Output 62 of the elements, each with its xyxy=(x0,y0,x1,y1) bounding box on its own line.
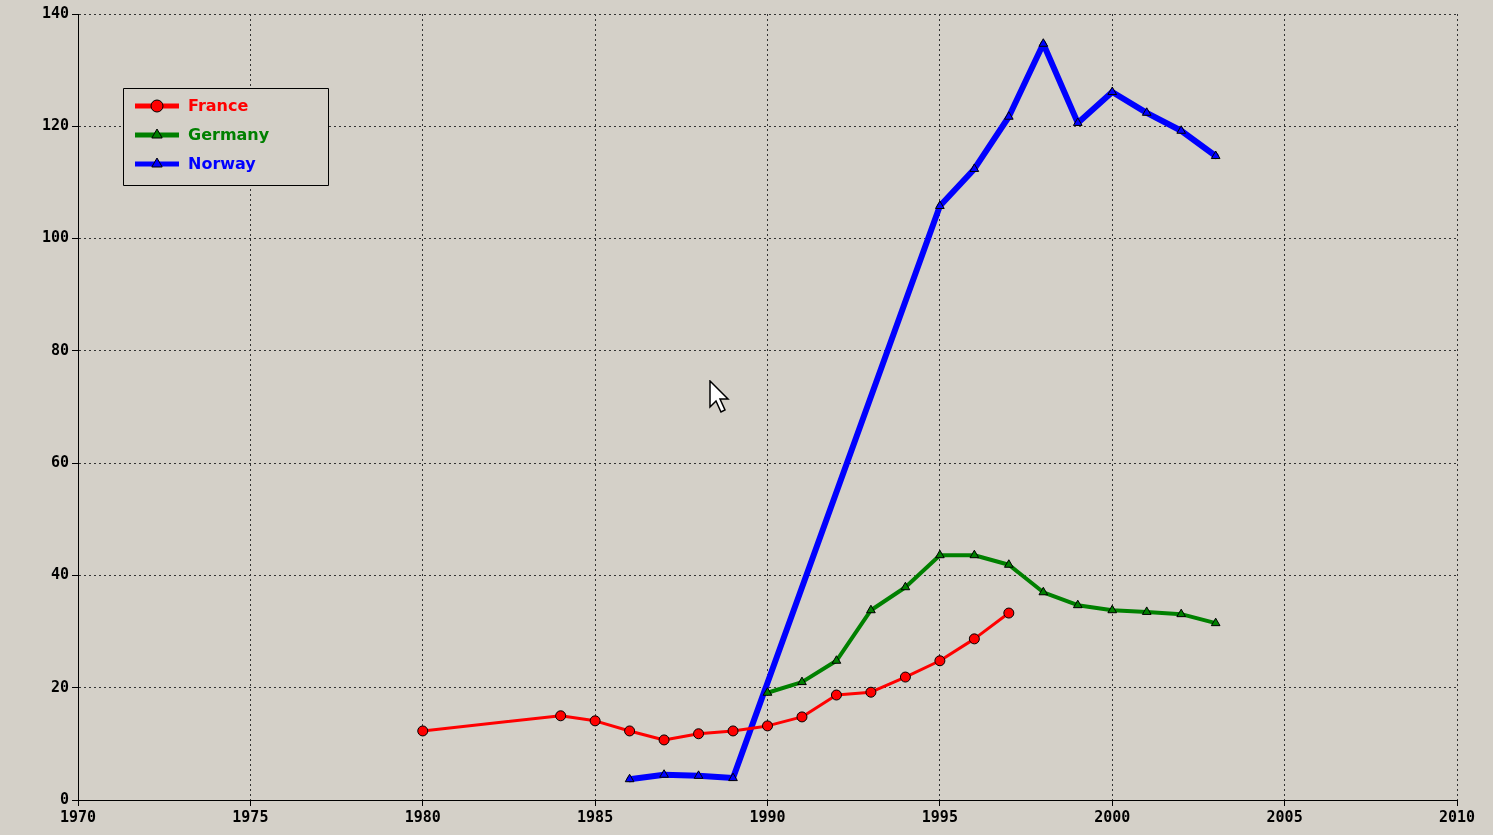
point xyxy=(658,734,670,746)
y-tick-label: 0 xyxy=(59,789,69,808)
point xyxy=(934,655,946,667)
point xyxy=(866,604,876,614)
x-tick-label: 1985 xyxy=(577,807,614,826)
point xyxy=(969,549,980,559)
point xyxy=(693,728,705,740)
y-tick-label: 100 xyxy=(41,228,69,247)
point xyxy=(1072,117,1083,126)
point xyxy=(900,581,911,591)
point xyxy=(1038,38,1049,47)
point xyxy=(935,549,945,559)
legend-label: Germany xyxy=(188,125,270,145)
point xyxy=(728,772,738,782)
x-tick-label: 2000 xyxy=(1094,807,1131,826)
point xyxy=(1210,617,1221,627)
y-tick-label: 80 xyxy=(50,340,69,359)
point xyxy=(1072,599,1083,609)
y-tick-label: 20 xyxy=(50,677,69,696)
point xyxy=(1107,604,1118,614)
x-tick-label: 1975 xyxy=(232,807,269,826)
point xyxy=(1004,559,1014,568)
x-tick-label: 2005 xyxy=(1266,807,1303,826)
point xyxy=(968,633,980,645)
x-tick-label: 2010 xyxy=(1438,807,1476,826)
point xyxy=(796,711,808,723)
point xyxy=(762,687,773,696)
point xyxy=(1141,107,1152,116)
point xyxy=(589,715,601,727)
point xyxy=(693,770,704,779)
legend-label: France xyxy=(188,96,249,116)
point xyxy=(727,725,739,737)
y-tick-label: 60 xyxy=(50,453,69,472)
point xyxy=(1107,86,1118,96)
point xyxy=(1038,586,1049,596)
y-tick-label: 40 xyxy=(50,565,69,584)
y-tick-label: 140 xyxy=(41,3,69,22)
point xyxy=(762,720,773,732)
point xyxy=(831,655,842,664)
point xyxy=(624,773,635,783)
point xyxy=(555,710,567,722)
point xyxy=(1003,607,1015,619)
point xyxy=(899,671,911,683)
point xyxy=(1004,111,1014,120)
point xyxy=(1210,150,1221,160)
x-tick-label: 1990 xyxy=(749,807,786,826)
point xyxy=(935,200,945,210)
point xyxy=(417,725,429,737)
point xyxy=(1176,608,1187,618)
point xyxy=(1141,606,1152,615)
legend-label: Norway xyxy=(188,154,257,174)
x-tick-label: 1980 xyxy=(404,807,441,826)
point xyxy=(797,676,807,686)
x-tick-label: 1970 xyxy=(59,807,97,826)
point xyxy=(830,689,842,701)
y-tick-label: 120 xyxy=(41,116,69,135)
point xyxy=(1176,125,1187,134)
point xyxy=(865,686,877,698)
x-tick-label: 1995 xyxy=(921,807,958,826)
point xyxy=(659,769,669,778)
point xyxy=(624,725,636,737)
point xyxy=(969,163,980,172)
